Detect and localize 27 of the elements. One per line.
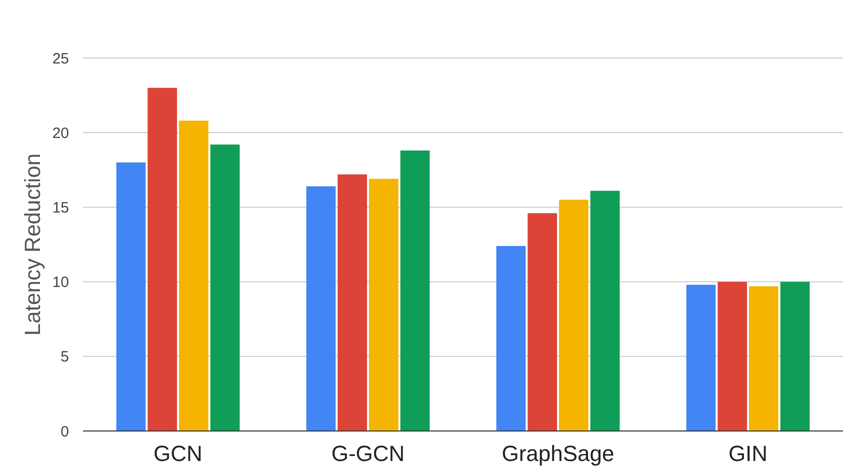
y-tick-label: 20	[52, 124, 69, 142]
bar	[400, 150, 430, 431]
bar	[496, 246, 526, 431]
bar	[179, 120, 208, 431]
x-tick-label: G-GCN	[331, 441, 405, 466]
bar	[306, 186, 336, 431]
y-tick-label: 25	[52, 50, 69, 68]
x-tick-label: GCN	[154, 441, 202, 466]
y-tick-label: 0	[60, 423, 69, 440]
bar	[780, 282, 810, 431]
y-axis-title: Latency Reduction	[20, 153, 45, 336]
bar	[559, 200, 588, 431]
bar	[749, 286, 778, 431]
bar	[116, 162, 146, 431]
x-tick-label: GIN	[728, 441, 768, 466]
bar	[718, 282, 747, 431]
bar	[210, 144, 240, 431]
bar	[590, 190, 620, 431]
x-tick-label: GraphSage	[502, 441, 614, 466]
y-tick-label: 15	[52, 199, 69, 216]
bar	[528, 213, 557, 431]
bar	[369, 178, 398, 431]
bar	[148, 88, 177, 431]
y-tick-label: 5	[60, 348, 69, 366]
bar	[686, 284, 716, 431]
y-tick-label: 10	[52, 274, 69, 292]
bar	[338, 174, 367, 431]
